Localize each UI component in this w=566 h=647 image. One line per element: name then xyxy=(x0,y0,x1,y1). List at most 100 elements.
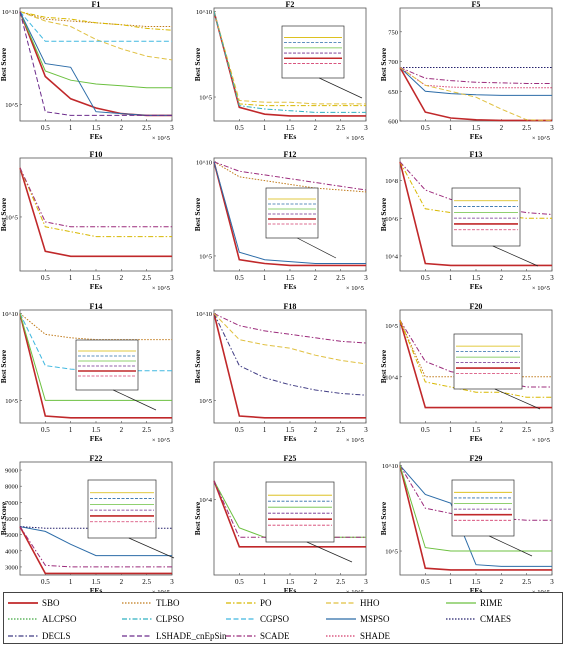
x-tick-label: 2.5 xyxy=(336,578,345,586)
x-axis-label: FEs xyxy=(90,282,103,291)
inset-arrow xyxy=(297,237,337,259)
y-axis-label: Best Score xyxy=(0,349,8,383)
legend-swatch xyxy=(326,618,356,620)
inset-arrow xyxy=(306,541,353,563)
x-tick-label: 1 xyxy=(449,426,453,434)
series-line-scade xyxy=(399,67,552,84)
series-line-sbo xyxy=(213,480,366,548)
y-tick-label: 10^10 xyxy=(2,311,18,318)
x-axis-label: FEs xyxy=(470,132,483,141)
legend-item-po: PO xyxy=(226,594,272,611)
x-tick-label: 1 xyxy=(449,578,453,586)
inset-arrow xyxy=(113,389,157,411)
x-tick-label: 2 xyxy=(120,274,124,282)
x-axis-label: FEs xyxy=(284,132,297,141)
series-line-scade xyxy=(213,161,367,191)
series-line-sbo xyxy=(399,320,552,409)
legend-label: CLPSO xyxy=(156,614,185,624)
y-tick-label: 3000 xyxy=(5,564,18,571)
y-tick-label: 10^5 xyxy=(5,102,18,109)
inset-frame xyxy=(75,339,139,391)
x-axis-label: FEs xyxy=(284,586,297,592)
x-tick-label: 1 xyxy=(69,124,73,132)
series-line-mspso xyxy=(399,465,552,567)
y-axis-label: Best Score xyxy=(0,47,8,81)
series-line-scade xyxy=(213,313,367,344)
y-tick-label: 10^5 xyxy=(385,549,398,556)
series-line-scade xyxy=(399,465,552,521)
x-tick-label: 1.5 xyxy=(472,578,481,586)
x-exponent: × 10^5 xyxy=(152,135,170,142)
legend: SBO TLBO PO HHO RIME ALCPSO CLPSO CGPSO MSPSO CMA… xyxy=(3,592,563,644)
legend-label: SBO xyxy=(42,597,60,608)
x-tick-label: 1.5 xyxy=(92,274,101,282)
chart-title: F22 xyxy=(90,454,103,463)
x-tick-label: 1.5 xyxy=(286,274,295,282)
inset-frame xyxy=(451,479,515,537)
legend-item-shade: SHADE xyxy=(326,627,390,644)
series-line-sbo xyxy=(213,161,366,267)
y-axis-label: Best Score xyxy=(193,47,202,81)
y-axis-label: Best Score xyxy=(193,349,202,383)
inset-arrow xyxy=(492,245,539,267)
x-tick-label: 2.5 xyxy=(336,124,345,132)
series-line-decls xyxy=(213,313,367,396)
chart-panel-f1: F1 Best Score FEs 0.5 1 1.5 2 2.5 3× 10^5 10^10 10… xyxy=(0,0,174,142)
legend-label: SCADE xyxy=(260,630,290,641)
inset-frame xyxy=(265,187,319,239)
legend-label: ALCPSO xyxy=(42,614,77,624)
x-tick-label: 1.5 xyxy=(286,426,295,434)
zoom-inset xyxy=(75,339,157,411)
y-tick-label: 10^10 xyxy=(2,9,18,16)
x-tick-label: 2.5 xyxy=(522,426,531,434)
x-tick-label: 2.5 xyxy=(142,578,151,586)
x-tick-label: 0.5 xyxy=(41,426,50,434)
x-tick-label: 2 xyxy=(314,578,318,586)
legend-item-tlbo: TLBO xyxy=(122,594,180,611)
legend-item-cgpso: CGPSO xyxy=(226,611,289,628)
x-tick-label: 0.5 xyxy=(421,578,430,586)
y-axis-label: Best Score xyxy=(379,349,388,383)
y-axis-label: Best Score xyxy=(379,197,388,231)
x-tick-label: 1.5 xyxy=(92,578,101,586)
x-tick-label: 0.5 xyxy=(421,124,430,132)
y-tick-label: 7000 xyxy=(5,500,18,507)
y-tick-label: 600 xyxy=(388,119,398,126)
x-axis-label: FEs xyxy=(470,434,483,443)
y-tick-label: 700 xyxy=(388,59,398,66)
chart-title: F14 xyxy=(90,302,103,311)
x-tick-label: 1.5 xyxy=(286,578,295,586)
chart-title: F1 xyxy=(92,0,101,9)
y-tick-label: 10^10 xyxy=(382,463,398,470)
x-axis-label: FEs xyxy=(284,434,297,443)
x-tick-label: 2 xyxy=(120,578,124,586)
x-tick-label: 3 xyxy=(550,578,554,586)
series-line-sbo xyxy=(399,465,552,571)
x-tick-label: 1.5 xyxy=(92,426,101,434)
x-tick-label: 1 xyxy=(263,578,267,586)
y-tick-label: 10^4 xyxy=(385,253,399,260)
series-line-hho xyxy=(213,11,366,105)
inset-arrow xyxy=(489,535,533,557)
x-tick-label: 0.5 xyxy=(421,426,430,434)
x-tick-label: 3 xyxy=(170,578,174,586)
series-line-mspso xyxy=(213,161,366,264)
legend-item-lshade_cnepsin: LSHADE_cnEpSin xyxy=(122,627,227,644)
series-line-po xyxy=(399,161,552,219)
legend-label: CMAES xyxy=(480,614,512,624)
x-tick-label: 2.5 xyxy=(142,124,151,132)
y-tick-label: 650 xyxy=(388,89,398,96)
x-tick-label: 3 xyxy=(364,274,368,282)
legend-swatch xyxy=(122,618,152,620)
zoom-inset xyxy=(87,479,175,559)
zoom-inset xyxy=(281,25,363,99)
x-tick-label: 0.5 xyxy=(235,578,244,586)
zoom-inset xyxy=(453,333,541,410)
inset-frame xyxy=(453,333,523,390)
legend-item-alcpso: ALCPSO xyxy=(8,611,77,628)
legend-label: CGPSO xyxy=(260,614,290,624)
y-tick-label: 6000 xyxy=(5,516,18,523)
zoom-inset xyxy=(451,187,539,267)
legend-item-cmaes: CMAES xyxy=(446,611,511,628)
